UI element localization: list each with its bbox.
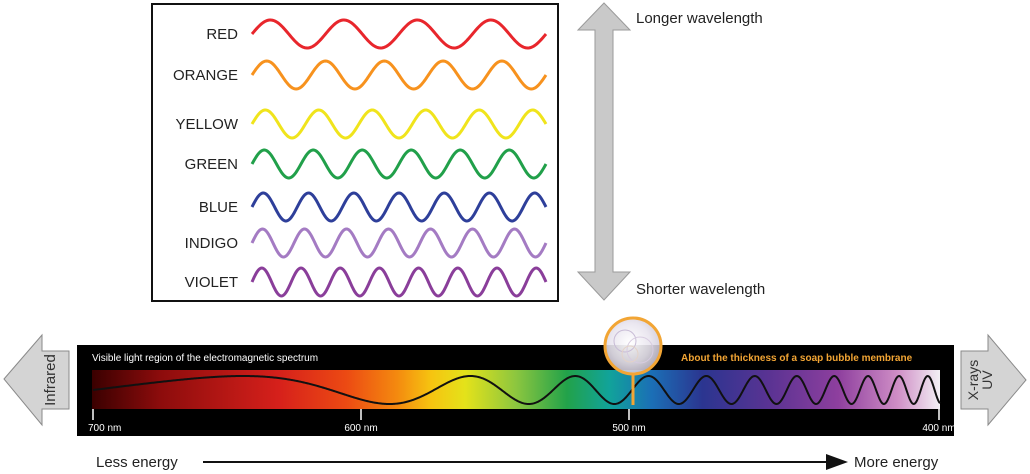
- color-panel-frame: [151, 3, 559, 302]
- color-label-green: GREEN: [185, 156, 238, 173]
- energy-axis: Less energy More energy: [96, 454, 939, 471]
- tick-500: 500 nm: [612, 409, 646, 434]
- soap-bubble-marker: [603, 316, 663, 405]
- wave-indigo: [250, 227, 548, 259]
- xrays-label: X-rays: [965, 360, 981, 400]
- color-label-red: RED: [206, 26, 238, 43]
- tick-700: 700 nm: [88, 409, 121, 434]
- wave-red: [250, 18, 548, 50]
- infrared-label: Infrared: [42, 354, 59, 406]
- tick-label-400: 400 nm: [922, 423, 955, 434]
- energy-arrow-head: [826, 454, 848, 470]
- tick-label-700: 700 nm: [88, 423, 121, 434]
- spectrum-band: Visible light region of the electromagne…: [77, 316, 956, 436]
- uv-label: UV: [979, 370, 995, 390]
- color-label-orange: ORANGE: [173, 67, 238, 84]
- wavelength-arrow: Longer wavelength Shorter wavelength: [576, 2, 765, 301]
- color-label-violet: VIOLET: [185, 274, 238, 291]
- infrared-arrow: Infrared: [3, 333, 70, 427]
- less-energy-label: Less energy: [96, 454, 178, 471]
- color-label-yellow: YELLOW: [175, 116, 238, 133]
- color-label-blue: BLUE: [199, 199, 238, 216]
- xrays-uv-arrow-shape: [960, 333, 1027, 427]
- wave-green: [250, 148, 548, 180]
- spectrum-title: Visible light region of the electromagne…: [92, 353, 318, 364]
- wave-orange: [250, 59, 548, 91]
- tick-label-600: 600 nm: [344, 423, 377, 434]
- wave-yellow: [250, 108, 548, 140]
- color-label-indigo: INDIGO: [185, 235, 238, 252]
- shorter-wavelength-label: Shorter wavelength: [636, 281, 765, 298]
- soap-bubble-label: About the thickness of a soap bubble mem…: [681, 353, 913, 364]
- spectrum-wave: [92, 374, 941, 406]
- wavelength-double-arrow: [576, 2, 632, 301]
- tick-600: 600 nm: [344, 409, 378, 434]
- infrared-arrow-shape: [3, 333, 70, 427]
- xrays-uv-arrow: X-rays UV: [960, 333, 1027, 427]
- more-energy-label: More energy: [854, 454, 939, 471]
- longer-wavelength-label: Longer wavelength: [636, 10, 763, 27]
- wave-blue: [250, 191, 548, 223]
- tick-label-500: 500 nm: [612, 423, 645, 434]
- tick-400: 400 nm: [922, 409, 956, 434]
- wave-violet: [250, 266, 548, 298]
- color-wave-panel: RED ORANGE YELLOW GREEN BLUE INDIGO VIOLET: [151, 3, 559, 302]
